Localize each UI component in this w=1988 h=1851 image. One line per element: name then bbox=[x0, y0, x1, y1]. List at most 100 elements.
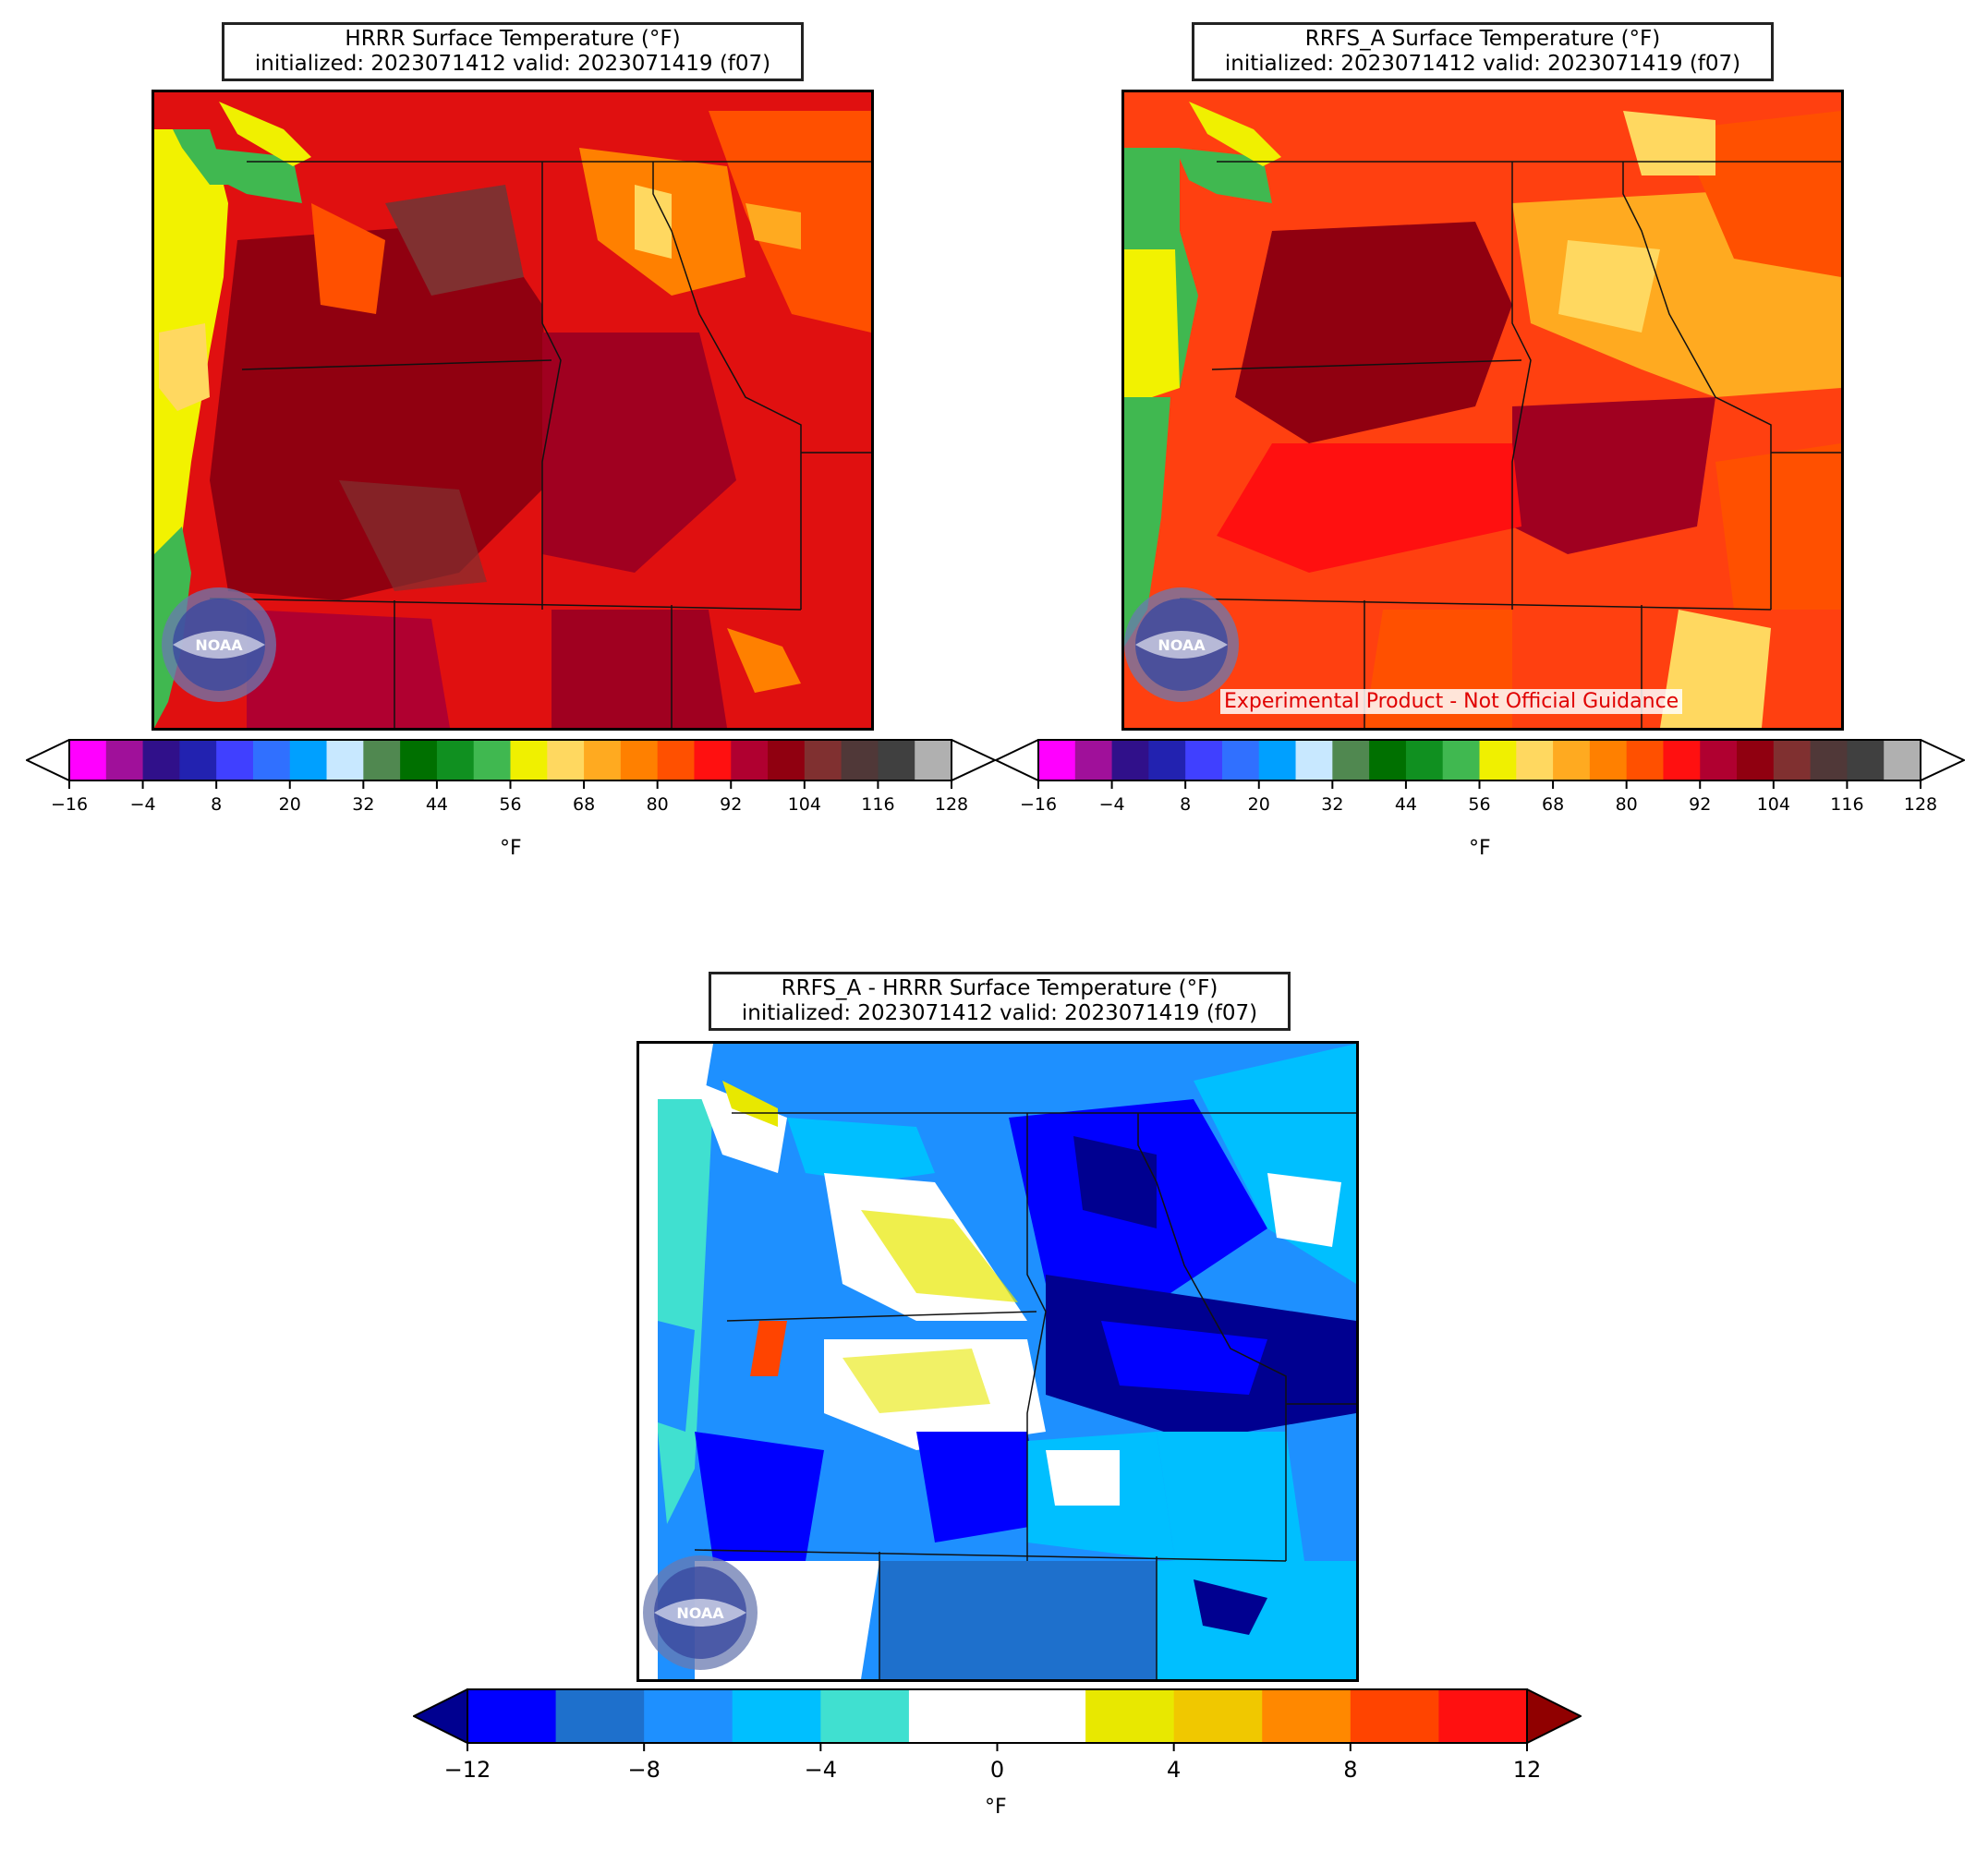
hrrr-colorbar-swatch bbox=[915, 740, 952, 780]
diff-colorbar-swatch bbox=[732, 1689, 821, 1743]
diff-title-line2: initialized: 2023071412 valid: 202307141… bbox=[741, 1001, 1258, 1025]
experimental-banner: Experimental Product - Not Official Guid… bbox=[1220, 689, 1683, 714]
diff-colorbar-swatch bbox=[997, 1689, 1086, 1743]
svg-text:NOAA: NOAA bbox=[195, 636, 243, 654]
rrfs-colorbar-tick-label: 44 bbox=[1394, 794, 1417, 815]
rrfs-colorbar-swatch bbox=[1332, 740, 1370, 780]
rrfs-colorbar-swatch bbox=[1405, 740, 1444, 780]
rrfs-map-graphic: NOAA bbox=[1124, 92, 1841, 728]
hrrr-colorbar-swatch bbox=[142, 740, 180, 780]
diff-colorbar-tick-label: 12 bbox=[1512, 1757, 1542, 1783]
rrfs-colorbar-swatch bbox=[1626, 740, 1664, 780]
rrfs-colorbar-tick-label: −16 bbox=[1019, 794, 1058, 815]
rrfs-colorbar-swatch bbox=[1221, 740, 1260, 780]
rrfs-colorbar-swatch bbox=[1737, 740, 1775, 780]
hrrr-colorbar-swatch bbox=[69, 740, 107, 780]
hrrr-colorbar-tick-label: 56 bbox=[499, 794, 522, 815]
hrrr-colorbar-tick-label: −4 bbox=[129, 794, 156, 815]
rrfs-colorbar-tick-label: 8 bbox=[1180, 794, 1192, 815]
diff-colorbar-tick-label: −8 bbox=[627, 1757, 661, 1783]
rrfs-colorbar-over bbox=[1920, 738, 1967, 782]
diff-title-line1: RRFS_A - HRRR Surface Temperature (°F) bbox=[781, 976, 1218, 1000]
hrrr-colorbar-swatch bbox=[804, 740, 842, 780]
rrfs-colorbar-tick-label: 128 bbox=[1903, 794, 1938, 815]
diff-colorbar-over bbox=[1526, 1688, 1583, 1745]
diff-colorbar: −12 −8 −4 0 4 8 12 bbox=[411, 1688, 1583, 1799]
rrfs-map: NOAA Experimental Product - Not Official… bbox=[1121, 90, 1844, 731]
diff-colorbar-tick-label: 8 bbox=[1343, 1757, 1358, 1783]
hrrr-colorbar-swatch bbox=[547, 740, 585, 780]
rrfs-title-line2: initialized: 2023071412 valid: 202307141… bbox=[1224, 52, 1741, 76]
rrfs-colorbar-swatch bbox=[1258, 740, 1297, 780]
hrrr-colorbar-swatch bbox=[216, 740, 254, 780]
diff-colorbar-swatch bbox=[644, 1689, 733, 1743]
rrfs-colorbar-swatch bbox=[1884, 740, 1921, 780]
hrrr-colorbar-tick-label: 44 bbox=[425, 794, 448, 815]
hrrr-colorbar-graphic bbox=[24, 738, 998, 789]
hrrr-colorbar: −16 −4 8 20 32 44 56 68 80 92 104 116 128 bbox=[24, 738, 998, 837]
rrfs-colorbar-swatch bbox=[1295, 740, 1333, 780]
hrrr-colorbar-swatch bbox=[289, 740, 328, 780]
rrfs-colorbar-tick-label: 92 bbox=[1689, 794, 1712, 815]
diff-colorbar-swatch bbox=[467, 1689, 557, 1743]
rrfs-colorbar-swatch bbox=[1516, 740, 1554, 780]
hrrr-colorbar-tick-label: 80 bbox=[646, 794, 669, 815]
hrrr-colorbar-under bbox=[24, 738, 70, 782]
rrfs-colorbar-tick-label: 116 bbox=[1830, 794, 1864, 815]
hrrr-colorbar-tick-label: 104 bbox=[787, 794, 821, 815]
rrfs-colorbar: −16 −4 8 20 32 44 56 68 80 92 104 116 128 bbox=[993, 738, 1967, 837]
diff-colorbar-tick-label: 0 bbox=[989, 1757, 1005, 1783]
rrfs-title-line1: RRFS_A Surface Temperature (°F) bbox=[1304, 27, 1661, 51]
diff-colorbar-swatch bbox=[1085, 1689, 1175, 1743]
hrrr-colorbar-swatch bbox=[510, 740, 548, 780]
rrfs-colorbar-swatch bbox=[1038, 740, 1076, 780]
hrrr-colorbar-swatch bbox=[179, 740, 217, 780]
rrfs-colorbar-tick-label: 32 bbox=[1321, 794, 1344, 815]
diff-colorbar-under bbox=[411, 1688, 468, 1745]
rrfs-colorbar-swatch bbox=[1442, 740, 1480, 780]
rrfs-colorbar-swatch bbox=[1148, 740, 1186, 780]
hrrr-colorbar-swatch bbox=[657, 740, 695, 780]
rrfs-colorbar-swatch bbox=[1369, 740, 1407, 780]
hrrr-colorbar-unit: °F bbox=[500, 837, 522, 860]
rrfs-colorbar-tick-label: −4 bbox=[1098, 794, 1125, 815]
rrfs-colorbar-swatch bbox=[1810, 740, 1848, 780]
hrrr-colorbar-swatch bbox=[841, 740, 879, 780]
hrrr-colorbar-swatch bbox=[436, 740, 475, 780]
hrrr-title: HRRR Surface Temperature (°F) initialize… bbox=[222, 22, 804, 81]
noaa-logo: NOAA bbox=[1124, 587, 1239, 702]
hrrr-colorbar-swatch bbox=[878, 740, 915, 780]
hrrr-colorbar-tick-label: 32 bbox=[352, 794, 375, 815]
hrrr-colorbar-swatch bbox=[620, 740, 659, 780]
noaa-logo: NOAA bbox=[162, 587, 276, 702]
svg-text:NOAA: NOAA bbox=[676, 1604, 724, 1622]
diff-colorbar-swatch bbox=[1262, 1689, 1352, 1743]
diff-colorbar-swatch bbox=[1173, 1689, 1263, 1743]
rrfs-colorbar-swatch bbox=[1553, 740, 1591, 780]
rrfs-colorbar-swatch bbox=[1479, 740, 1517, 780]
diff-map-graphic: NOAA bbox=[639, 1044, 1356, 1679]
hrrr-colorbar-tick-label: 68 bbox=[572, 794, 596, 815]
hrrr-colorbar-swatch bbox=[363, 740, 401, 780]
diff-colorbar-swatch bbox=[820, 1689, 910, 1743]
diff-colorbar-tick-label: −12 bbox=[443, 1757, 491, 1783]
rrfs-colorbar-swatch bbox=[1663, 740, 1701, 780]
hrrr-colorbar-swatch bbox=[400, 740, 438, 780]
diff-colorbar-swatch bbox=[1438, 1689, 1528, 1743]
hrrr-colorbar-tick-label: −16 bbox=[50, 794, 89, 815]
rrfs-colorbar-swatch bbox=[1773, 740, 1812, 780]
hrrr-map-graphic: NOAA bbox=[154, 92, 871, 728]
hrrr-title-line1: HRRR Surface Temperature (°F) bbox=[345, 27, 681, 51]
diff-colorbar-swatch bbox=[908, 1689, 998, 1743]
rrfs-colorbar-tick-label: 68 bbox=[1541, 794, 1565, 815]
hrrr-colorbar-tick-label: 92 bbox=[720, 794, 743, 815]
diff-colorbar-tick-label: 4 bbox=[1167, 1757, 1182, 1783]
rrfs-colorbar-unit: °F bbox=[1469, 837, 1491, 860]
hrrr-colorbar-swatch bbox=[326, 740, 364, 780]
rrfs-colorbar-swatch bbox=[1589, 740, 1628, 780]
diff-colorbar-unit: °F bbox=[985, 1796, 1007, 1819]
rrfs-colorbar-tick-label: 20 bbox=[1247, 794, 1270, 815]
diff-colorbar-swatch bbox=[1350, 1689, 1439, 1743]
rrfs-colorbar-tick-label: 104 bbox=[1756, 794, 1790, 815]
hrrr-colorbar-swatch bbox=[731, 740, 769, 780]
